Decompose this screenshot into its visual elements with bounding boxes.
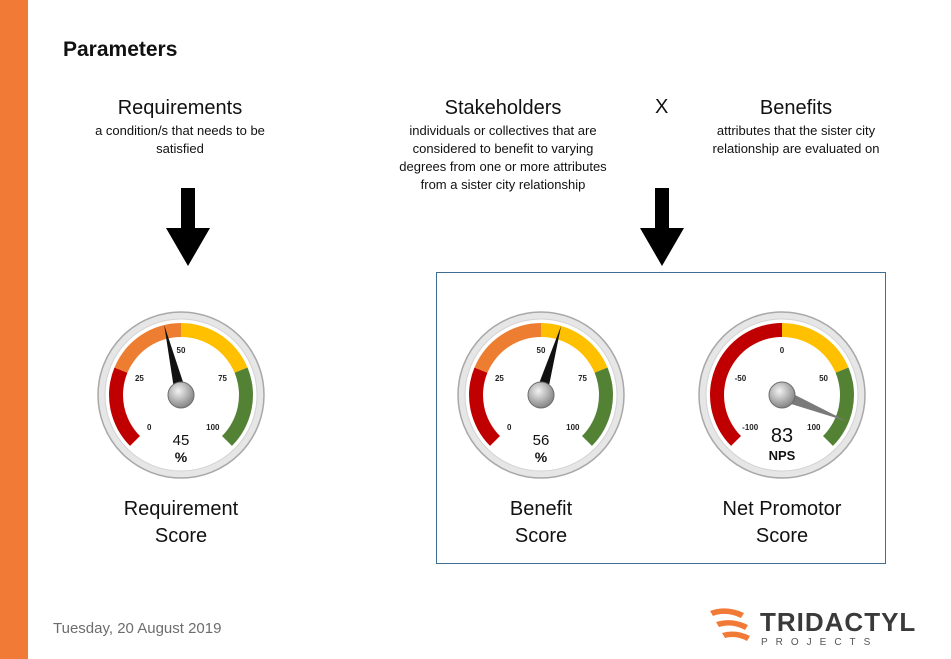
benefits-description: attributes that the sister city relation… bbox=[712, 123, 880, 156]
gauge-hub bbox=[167, 381, 195, 409]
accent-side-bar bbox=[0, 0, 28, 659]
label-line: Benefit bbox=[509, 498, 573, 520]
gauge-tick-label: 75 bbox=[578, 374, 587, 383]
benefit-score-label: Benefit Score bbox=[441, 496, 641, 550]
gauge-needle bbox=[164, 324, 187, 397]
gauge-tick-label: 50 bbox=[537, 346, 546, 355]
benefit-gauge: 0 25 50 75 100 56% bbox=[457, 311, 625, 479]
logo-tagline: PROJECTS bbox=[761, 637, 879, 648]
score-group-box bbox=[436, 272, 886, 564]
stakeholders-description: individuals or collectives that are cons… bbox=[399, 123, 607, 192]
requirement-score-label: Requirement Score bbox=[81, 496, 281, 550]
gauge-tick-label: 50 bbox=[177, 346, 186, 355]
gauge-value: 83 bbox=[771, 425, 793, 447]
gauge-value: 56 bbox=[533, 432, 550, 449]
gauge-band bbox=[222, 367, 253, 446]
gauge-band bbox=[181, 323, 248, 373]
stakeholders-heading: Stakeholders bbox=[444, 97, 562, 119]
requirements-heading: Requirements bbox=[117, 97, 243, 119]
gauge-value: 45 bbox=[173, 432, 190, 449]
gauge-unit: NPS bbox=[769, 448, 796, 463]
gauge-hub bbox=[768, 381, 796, 409]
gauge-tick-label: 100 bbox=[566, 423, 580, 432]
gauge-tick-label: -100 bbox=[742, 423, 759, 432]
gauge-tick-label: 0 bbox=[147, 423, 152, 432]
gauge-needle bbox=[535, 325, 562, 397]
gauge-needle bbox=[779, 389, 847, 422]
gauge-band bbox=[782, 323, 849, 373]
gauge-band bbox=[823, 367, 854, 446]
tridactyl-logo-icon bbox=[710, 608, 750, 641]
page-title: Parameters bbox=[63, 38, 178, 61]
requirements-description: a condition/s that needs to be satisfied bbox=[95, 123, 265, 156]
gauge-tick-label: 50 bbox=[819, 374, 828, 383]
label-line: Net Promotor bbox=[722, 498, 842, 520]
gauge-unit: % bbox=[535, 449, 548, 465]
benefits-heading: Benefits bbox=[759, 97, 833, 119]
gauge-tick-label: 100 bbox=[807, 423, 821, 432]
gauge-unit: % bbox=[175, 449, 188, 465]
gauge-band bbox=[109, 367, 140, 446]
down-arrow-icon bbox=[166, 188, 210, 266]
label-line: Score bbox=[755, 525, 809, 547]
gauge-band bbox=[469, 367, 500, 446]
gauge-tick-label: 25 bbox=[135, 374, 144, 383]
label-line: Requirement bbox=[123, 498, 239, 520]
stakeholders-column: Stakeholders individuals or collectives … bbox=[388, 96, 618, 194]
gauge-tick-label: 0 bbox=[507, 423, 512, 432]
footer-date: Tuesday, 20 August 2019 bbox=[53, 620, 222, 637]
label-line: Score bbox=[154, 525, 208, 547]
gauge-tick-label: 100 bbox=[206, 423, 220, 432]
gauge-tick-label: 25 bbox=[495, 374, 504, 383]
requirement-gauge: 0 25 50 75 100 45% bbox=[97, 311, 265, 479]
gauge-tick-label: 75 bbox=[218, 374, 227, 383]
requirements-column: Requirements a condition/s that needs to… bbox=[80, 96, 280, 158]
multiply-operator: X bbox=[655, 96, 669, 118]
down-arrow-icon bbox=[640, 188, 684, 266]
gauge-band bbox=[474, 323, 541, 373]
gauge-hub bbox=[527, 381, 555, 409]
gauge-tick-label: -50 bbox=[735, 374, 747, 383]
gauge-tick-label: 0 bbox=[780, 346, 785, 355]
net-promotor-score-label: Net Promotor Score bbox=[682, 496, 882, 550]
gauge-band bbox=[114, 323, 181, 373]
gauge-band bbox=[582, 367, 613, 446]
benefits-column: Benefits attributes that the sister city… bbox=[696, 96, 896, 158]
gauge-band bbox=[710, 323, 782, 446]
label-line: Score bbox=[514, 525, 568, 547]
logo-wordmark: TRIDACTYL bbox=[760, 607, 917, 637]
